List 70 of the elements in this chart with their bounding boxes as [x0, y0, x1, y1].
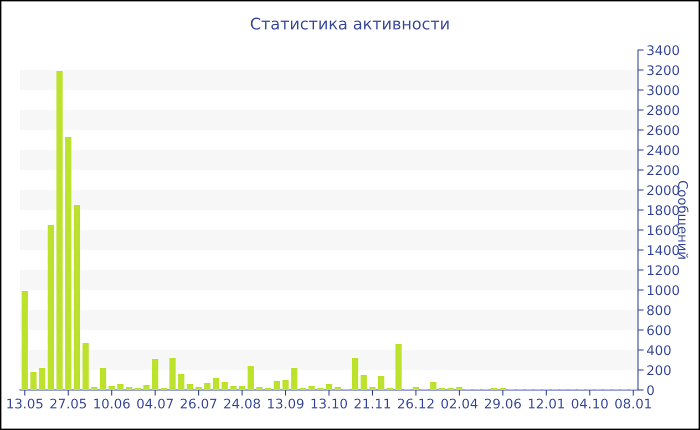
x-tick-label: 10.06	[94, 398, 130, 409]
bar	[74, 205, 80, 390]
y-tick-label: 3000	[647, 85, 680, 96]
bar	[186, 384, 194, 390]
x-tick-label: 26.07	[180, 398, 216, 409]
y-tick-label: 400	[646, 345, 671, 356]
bar	[360, 375, 367, 390]
x-tick-label: 13.09	[268, 398, 304, 409]
y-tick-label: 2200	[647, 165, 680, 176]
x-tick-label: 08.01	[615, 398, 651, 409]
x-tick-label: 02.04	[441, 398, 478, 409]
x-tick-label: 04.07	[137, 398, 173, 409]
x-tick-label: 13.10	[312, 398, 348, 409]
bar	[65, 137, 72, 390]
y-tick-label: 1000	[648, 285, 680, 296]
bar	[152, 359, 158, 390]
bar	[178, 374, 184, 390]
bar	[30, 372, 37, 390]
bar	[195, 387, 202, 390]
bar	[256, 387, 263, 390]
bar	[308, 386, 315, 390]
y-tick-label: 3200	[647, 65, 680, 76]
x-tick-label: 12.01	[528, 398, 564, 409]
bar	[326, 384, 332, 390]
bar	[100, 368, 106, 390]
bar	[126, 387, 132, 390]
bar	[378, 376, 384, 390]
bar	[369, 387, 376, 390]
bar	[117, 384, 124, 390]
x-tick-label: 04.10	[572, 398, 608, 409]
bar	[108, 386, 115, 390]
bar	[282, 380, 289, 390]
bar	[238, 386, 246, 390]
y-tick-label: 1200	[648, 265, 680, 276]
y-tick-label: 200	[647, 365, 671, 376]
x-tick-label: 13.05	[7, 398, 43, 409]
bar	[48, 225, 54, 390]
bar	[212, 378, 220, 390]
bar	[230, 386, 237, 390]
bar	[248, 366, 254, 390]
bar	[395, 344, 402, 390]
bar	[291, 368, 298, 390]
bar	[91, 387, 98, 390]
chart-title: Статистика активности	[250, 18, 449, 30]
bar	[222, 382, 228, 390]
bar	[334, 387, 341, 390]
x-tick-label: 26.12	[398, 398, 434, 409]
y-tick-label: 3400	[647, 45, 680, 56]
bar	[274, 381, 280, 390]
bar	[412, 387, 420, 390]
y-tick-label: 2400	[647, 145, 680, 156]
bar	[143, 385, 150, 390]
y-tick-label: 600	[647, 325, 671, 336]
bar	[39, 368, 46, 390]
x-tick-label: 29.06	[484, 398, 521, 409]
bar	[204, 383, 210, 390]
bar	[456, 387, 463, 390]
bar	[82, 343, 89, 390]
x-tick-label: 24.08	[224, 398, 260, 409]
bar	[430, 382, 436, 390]
y-tick-label: 2800	[647, 105, 680, 116]
y-tick-label: 800	[647, 305, 671, 316]
bar	[56, 71, 63, 390]
bar	[352, 358, 358, 390]
y-tick-label: 0	[647, 385, 654, 396]
x-tick-label: 27.05	[50, 398, 86, 409]
bar	[169, 358, 176, 390]
x-tick-label: 21.11	[354, 398, 390, 408]
bar	[22, 291, 28, 390]
y-tick-label: 2600	[647, 125, 680, 136]
